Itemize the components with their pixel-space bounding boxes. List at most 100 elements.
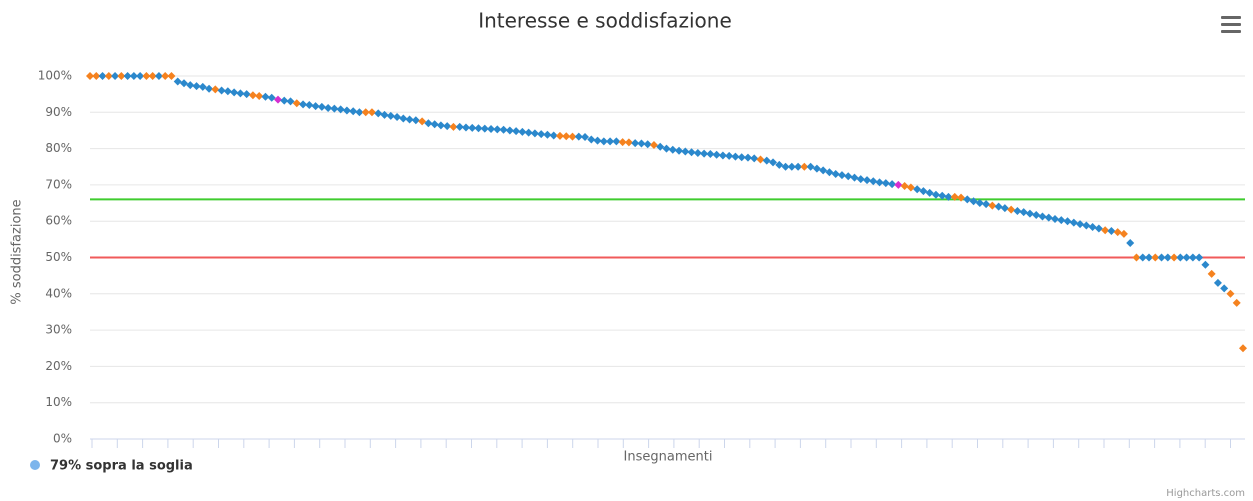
point [317, 102, 326, 111]
point [963, 195, 972, 204]
point [111, 72, 120, 80]
point [1188, 253, 1197, 262]
point [944, 192, 953, 201]
point [649, 140, 658, 149]
point [1232, 298, 1241, 307]
point [606, 137, 615, 146]
point [555, 131, 564, 140]
point [461, 123, 470, 132]
point [418, 117, 427, 126]
point [662, 144, 671, 153]
point [938, 191, 947, 200]
point [994, 202, 1003, 211]
point [236, 89, 245, 98]
point [161, 72, 170, 80]
menu-button[interactable] [1221, 16, 1241, 33]
point [1000, 204, 1009, 213]
menu-bar[interactable] [1221, 16, 1241, 19]
point [211, 85, 220, 94]
chart-title: Interesse e soddisfazione [478, 9, 732, 33]
point [1126, 238, 1135, 247]
point [468, 123, 477, 132]
point [624, 138, 633, 147]
point [167, 72, 176, 80]
point [819, 166, 828, 175]
credits[interactable]: Highcharts.com [1166, 488, 1245, 499]
point [474, 124, 483, 133]
point [142, 72, 151, 80]
point [913, 185, 922, 194]
point [380, 110, 389, 119]
point [261, 92, 270, 101]
point [1213, 278, 1222, 287]
point [273, 95, 282, 104]
point [906, 183, 915, 192]
point [700, 149, 709, 158]
point [154, 72, 163, 80]
point [1195, 253, 1204, 262]
point [718, 151, 727, 160]
point [286, 97, 295, 106]
point [969, 197, 978, 206]
legend-label[interactable]: 79% sopra la soglia [50, 459, 193, 474]
point [129, 72, 138, 80]
point [706, 150, 715, 159]
point [430, 120, 439, 129]
y-axis-title: % soddisfazione [10, 199, 25, 304]
point [186, 81, 195, 90]
point [292, 99, 301, 108]
point [136, 72, 145, 80]
y-tick-label: 90% [45, 105, 72, 119]
point [762, 156, 771, 165]
y-tick-label: 30% [45, 323, 72, 337]
point [931, 190, 940, 199]
point [518, 127, 527, 136]
point [681, 147, 690, 156]
point [856, 175, 865, 184]
point [1107, 227, 1116, 236]
point [1032, 211, 1041, 220]
point [581, 132, 590, 141]
point [336, 105, 345, 114]
point [881, 179, 890, 188]
point [92, 72, 101, 80]
point [1101, 226, 1110, 235]
point [806, 162, 815, 171]
point [330, 104, 339, 113]
point [1145, 253, 1154, 262]
point [543, 130, 552, 139]
point [1182, 253, 1191, 262]
point [405, 115, 414, 124]
menu-bar[interactable] [1221, 23, 1241, 26]
point [386, 111, 395, 120]
menu-bar[interactable] [1221, 30, 1241, 33]
point [631, 139, 640, 148]
point [1157, 253, 1166, 262]
point [436, 121, 445, 130]
point [223, 87, 232, 96]
point [1044, 213, 1053, 222]
point [612, 137, 621, 146]
point [361, 108, 370, 117]
point [794, 162, 803, 171]
point [1088, 223, 1097, 232]
point [399, 114, 408, 123]
point [1094, 224, 1103, 233]
point [1007, 205, 1016, 214]
point [1239, 344, 1247, 353]
point [342, 106, 351, 115]
point [863, 176, 872, 185]
point [198, 82, 207, 91]
point [367, 108, 376, 117]
point [562, 132, 571, 141]
y-tick-label: 20% [45, 359, 72, 373]
point [1069, 218, 1078, 227]
point [480, 124, 489, 133]
point [1113, 228, 1122, 237]
point [712, 150, 721, 159]
point [888, 180, 897, 189]
point [455, 122, 464, 131]
point [1138, 253, 1147, 262]
point [769, 158, 778, 167]
